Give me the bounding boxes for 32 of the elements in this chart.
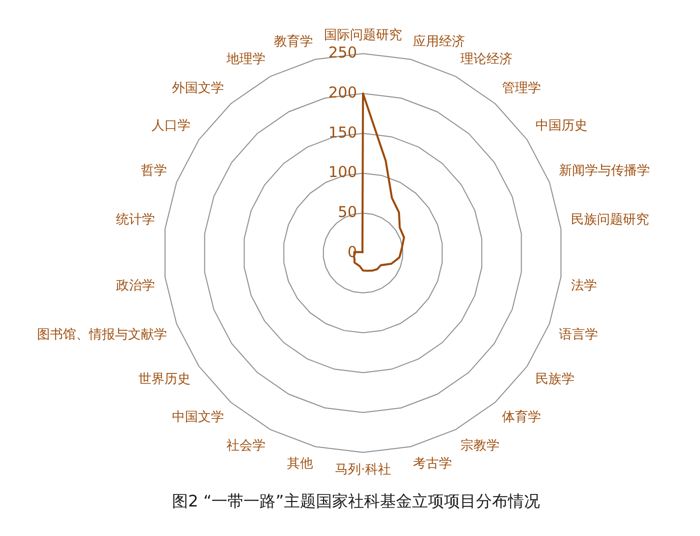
spoke-label: 语言学 xyxy=(558,326,598,342)
y-tick-label: 100 xyxy=(328,163,357,182)
spoke-label: 世界历史 xyxy=(138,372,191,388)
spoke-label: 理论经济 xyxy=(460,52,512,68)
spoke-label: 中国文学 xyxy=(172,410,224,425)
spoke-label: 中国历史 xyxy=(535,118,588,134)
spoke-label: 马列·科社 xyxy=(334,462,392,478)
spoke-label: 国际问题研究 xyxy=(324,28,402,44)
spoke-label: 法学 xyxy=(570,278,597,294)
spoke-label: 地理学 xyxy=(226,52,266,68)
spoke-label: 外国文学 xyxy=(172,80,224,96)
spoke-label: 图书馆、情报与文献学 xyxy=(37,327,168,342)
spoke-label: 民族学 xyxy=(535,372,574,388)
spoke-label: 其他 xyxy=(286,456,313,472)
y-tick-label: 50 xyxy=(338,203,357,222)
spoke-label: 宗教学 xyxy=(460,438,500,454)
spoke-label: 人口学 xyxy=(152,118,191,134)
spoke-label: 教育学 xyxy=(274,33,313,50)
spoke-label: 哲学 xyxy=(141,163,168,178)
spoke-label: 应用经济 xyxy=(413,33,466,50)
spoke-label: 体育学 xyxy=(502,408,541,425)
text: 图2 “一带一路”主题国家社科基金立项项目分布情况 xyxy=(172,492,540,511)
spoke-label: 新闻学与传播学 xyxy=(558,163,650,178)
y-tick-label: 250 xyxy=(328,43,357,62)
spoke-label: 社会学 xyxy=(226,438,266,454)
spoke-label: 管理学 xyxy=(502,80,541,96)
spoke-label: 民族问题研究 xyxy=(570,212,649,228)
spoke-label: 政治学 xyxy=(116,278,156,294)
y-tick-label: 150 xyxy=(328,123,357,142)
spoke-label: 统计学 xyxy=(116,212,156,228)
y-tick-label: 200 xyxy=(328,83,357,102)
spoke-label: 考古学 xyxy=(413,456,452,472)
